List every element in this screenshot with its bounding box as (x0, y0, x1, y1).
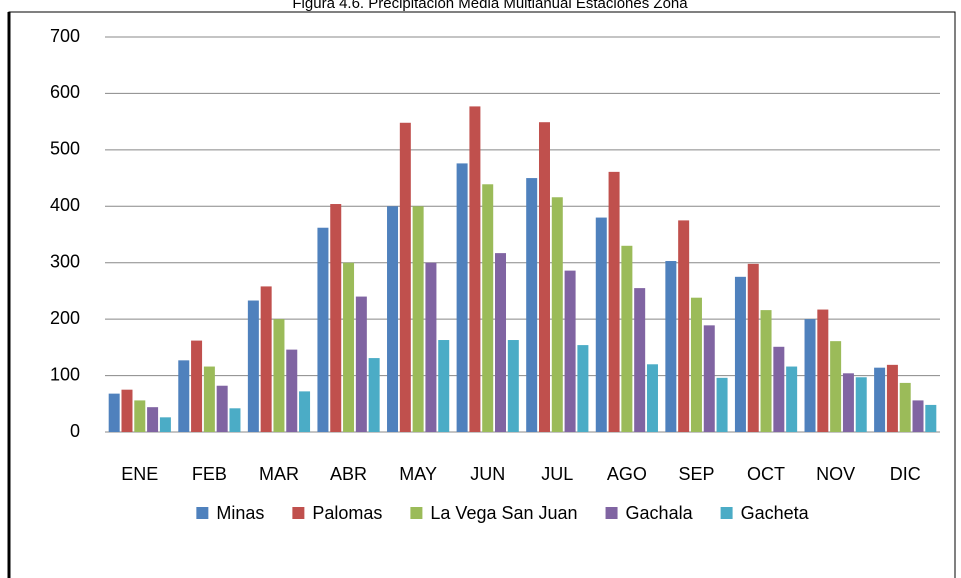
bar (804, 319, 816, 432)
bar (317, 227, 329, 432)
bar (330, 204, 342, 432)
y-tick-label: 600 (50, 82, 80, 102)
bar (786, 366, 798, 432)
x-tick-label: ABR (330, 464, 367, 484)
legend-swatch (292, 507, 305, 519)
bar (260, 286, 272, 432)
bar (229, 408, 241, 432)
bar (773, 346, 785, 432)
bar (368, 358, 380, 432)
bar (134, 400, 146, 432)
bar (734, 276, 746, 432)
bar (690, 297, 702, 432)
bar (716, 377, 728, 432)
bar (925, 404, 937, 432)
bar (551, 197, 563, 432)
x-tick-label: OCT (747, 464, 785, 484)
bar (886, 364, 898, 432)
x-tick-label: ENE (121, 464, 158, 484)
chart-frame (8, 11, 956, 578)
chart-title: Figura 4.6. Precipitación Media Multianu… (292, 0, 688, 12)
bar (121, 389, 133, 432)
bar (703, 325, 715, 432)
y-tick-label: 700 (50, 26, 80, 46)
bar (147, 407, 159, 432)
bar (564, 270, 576, 432)
y-tick-label: 500 (50, 139, 80, 159)
bar (855, 377, 867, 432)
bar (456, 163, 468, 432)
bar (343, 262, 355, 432)
bar (621, 245, 633, 432)
bar (469, 106, 481, 433)
bar (507, 340, 519, 432)
bar (665, 261, 677, 432)
bar (355, 296, 367, 432)
bar (216, 385, 228, 432)
x-tick-label: SEP (678, 464, 714, 484)
legend-swatch (196, 507, 209, 519)
y-tick-label: 0 (70, 421, 80, 441)
bar (577, 345, 589, 432)
legend-swatch (410, 507, 423, 519)
bar (634, 288, 646, 432)
bar (482, 184, 494, 432)
bar (438, 340, 450, 432)
bar (286, 349, 298, 432)
x-tick-label: JUL (541, 464, 573, 484)
bar (299, 391, 311, 432)
x-tick-label: JUN (470, 464, 505, 484)
bar (817, 309, 829, 432)
y-tick-label: 100 (50, 364, 80, 384)
bar (842, 373, 854, 432)
bar (899, 382, 911, 432)
bar (412, 206, 424, 432)
x-tick-label: FEB (192, 464, 227, 484)
bar (387, 206, 399, 432)
bar (595, 217, 607, 432)
legend-label: La Vega San Juan (430, 503, 577, 523)
bar (747, 263, 759, 432)
bar (247, 300, 259, 432)
y-tick-label: 400 (50, 195, 80, 215)
bar (273, 319, 285, 432)
x-tick-label: AGO (607, 464, 647, 484)
bar (526, 178, 538, 432)
y-tick-label: 300 (50, 251, 80, 271)
bar (191, 340, 203, 432)
legend-label: Gachala (626, 503, 694, 523)
legend-label: Gacheta (741, 503, 810, 523)
bar (538, 122, 550, 432)
y-tick-label: 200 (50, 308, 80, 328)
bar (678, 220, 690, 432)
bar (874, 367, 886, 432)
bar (495, 253, 507, 432)
bar (608, 171, 620, 432)
x-tick-label: MAY (399, 464, 437, 484)
bar (646, 364, 658, 432)
bar (399, 122, 411, 433)
x-tick-label: DIC (890, 464, 921, 484)
legend-label: Minas (216, 503, 264, 523)
bar (830, 341, 842, 432)
bar (203, 366, 215, 432)
bar (159, 417, 171, 432)
bar (108, 393, 120, 432)
bar (425, 262, 437, 432)
bar (760, 310, 772, 432)
x-tick-label: MAR (259, 464, 299, 484)
x-tick-label: NOV (816, 464, 855, 484)
legend-swatch (720, 507, 733, 519)
bar (912, 400, 924, 432)
legend-swatch (605, 507, 618, 519)
legend-label: Palomas (312, 503, 382, 523)
bar (178, 360, 190, 432)
